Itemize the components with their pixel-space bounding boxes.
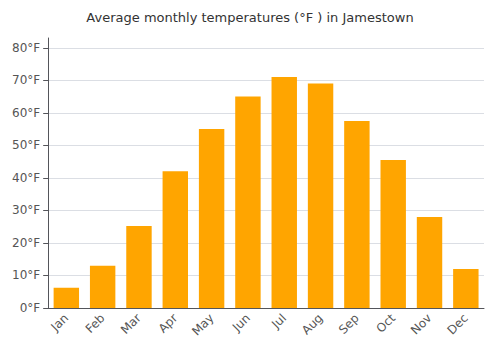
svg-text:60°F: 60°F (12, 106, 40, 120)
svg-text:Mar: Mar (118, 311, 144, 337)
svg-text:Jul: Jul (268, 311, 289, 332)
svg-text:Nov: Nov (408, 311, 434, 337)
svg-text:Dec: Dec (444, 311, 470, 337)
svg-text:May: May (189, 311, 216, 338)
svg-text:10°F: 10°F (12, 268, 40, 282)
svg-text:Aug: Aug (299, 311, 325, 337)
svg-text:50°F: 50°F (12, 138, 40, 152)
svg-text:Sep: Sep (336, 311, 362, 337)
svg-text:Jun: Jun (229, 311, 253, 335)
svg-text:70°F: 70°F (12, 73, 40, 87)
svg-text:Apr: Apr (156, 311, 181, 336)
svg-text:80°F: 80°F (12, 41, 40, 55)
svg-text:Oct: Oct (374, 311, 399, 336)
svg-text:20°F: 20°F (12, 236, 40, 250)
svg-text:0°F: 0°F (20, 301, 41, 315)
svg-text:Average monthly temperatures (: Average monthly temperatures (°F ) in Ja… (86, 10, 413, 25)
svg-text:Jan: Jan (48, 311, 72, 335)
svg-text:30°F: 30°F (12, 203, 40, 217)
svg-text:Feb: Feb (83, 311, 108, 336)
svg-text:40°F: 40°F (12, 171, 40, 185)
